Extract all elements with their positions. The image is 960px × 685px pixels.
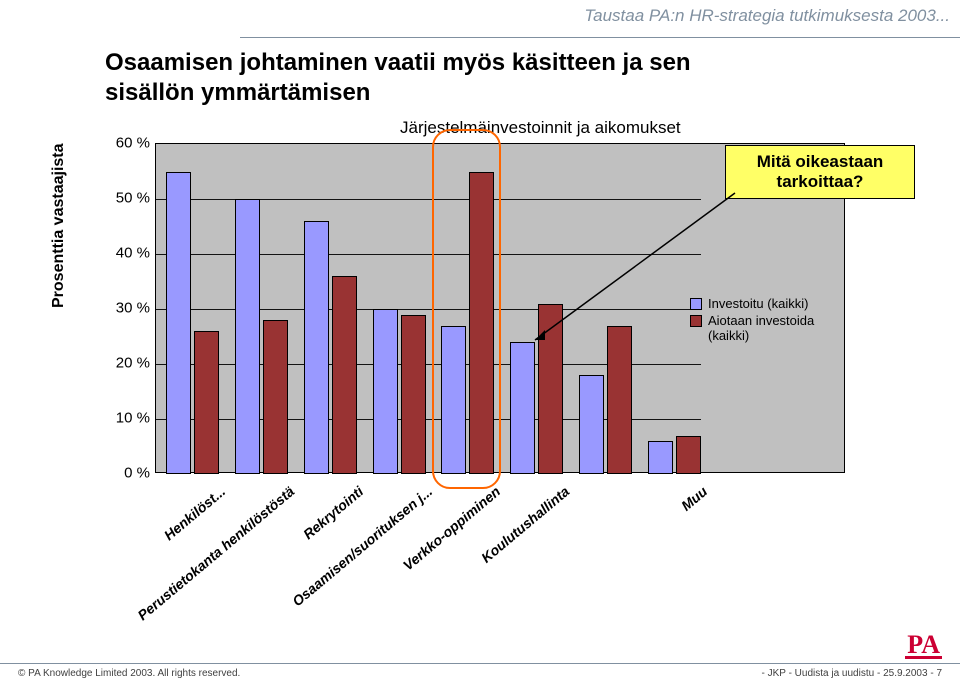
bar-blue — [648, 441, 673, 474]
bar-blue — [579, 375, 604, 474]
bar-red — [401, 315, 426, 475]
y-tick-label: 40 % — [105, 245, 150, 262]
bar-red — [332, 276, 357, 474]
bar-red — [538, 304, 563, 475]
callout-bubble: Mitä oikeastaan tarkoittaa? — [725, 145, 915, 199]
title-line-2: sisällön ymmärtämisen — [105, 78, 825, 108]
pa-logo: PA — [905, 633, 942, 659]
y-tick-label: 10 % — [105, 410, 150, 427]
highlight-ring — [432, 129, 501, 489]
y-tick-label: 50 % — [105, 190, 150, 207]
bar-red — [194, 331, 219, 474]
y-axis-label: Prosenttia vastaajista — [50, 143, 68, 308]
bar-blue — [373, 309, 398, 474]
legend-label: Investoitu (kaikki) — [708, 296, 808, 311]
legend-item: Investoitu (kaikki) — [690, 296, 840, 311]
context-header: Taustaa PA:n HR-strategia tutkimuksesta … — [240, 6, 960, 34]
legend-swatch-blue — [690, 298, 702, 310]
legend-swatch-red — [690, 315, 702, 327]
legend-label: Aiotaan investoida (kaikki) — [708, 313, 840, 343]
x-category-label: Muu — [547, 483, 710, 624]
bar-red — [676, 436, 701, 475]
chart-container: Prosenttia vastaajista 0 %10 %20 %30 %40… — [60, 143, 930, 573]
y-tick-label: 30 % — [105, 300, 150, 317]
y-tick-label: 60 % — [105, 135, 150, 152]
callout-line-1: Mitä oikeastaan — [757, 152, 884, 171]
bar-red — [263, 320, 288, 474]
legend-item: Aiotaan investoida (kaikki) — [690, 313, 840, 343]
y-tick-label: 20 % — [105, 355, 150, 372]
bar-blue — [304, 221, 329, 474]
bar-blue — [510, 342, 535, 474]
legend: Investoitu (kaikki) Aiotaan investoida (… — [690, 294, 840, 345]
bar-blue — [166, 172, 191, 475]
bar-red — [607, 326, 632, 475]
plot-inner — [156, 144, 701, 474]
footer-left: © PA Knowledge Limited 2003. All rights … — [18, 668, 240, 679]
slide-title: Osaamisen johtaminen vaatii myös käsitte… — [105, 48, 825, 108]
footer: © PA Knowledge Limited 2003. All rights … — [0, 663, 960, 679]
bar-blue — [235, 199, 260, 474]
callout-line-2: tarkoittaa? — [777, 172, 864, 191]
y-tick-label: 0 % — [105, 465, 150, 482]
footer-right: - JKP - Uudista ja uudistu - 25.9.2003 -… — [762, 668, 942, 679]
title-line-1: Osaamisen johtaminen vaatii myös käsitte… — [105, 48, 825, 78]
